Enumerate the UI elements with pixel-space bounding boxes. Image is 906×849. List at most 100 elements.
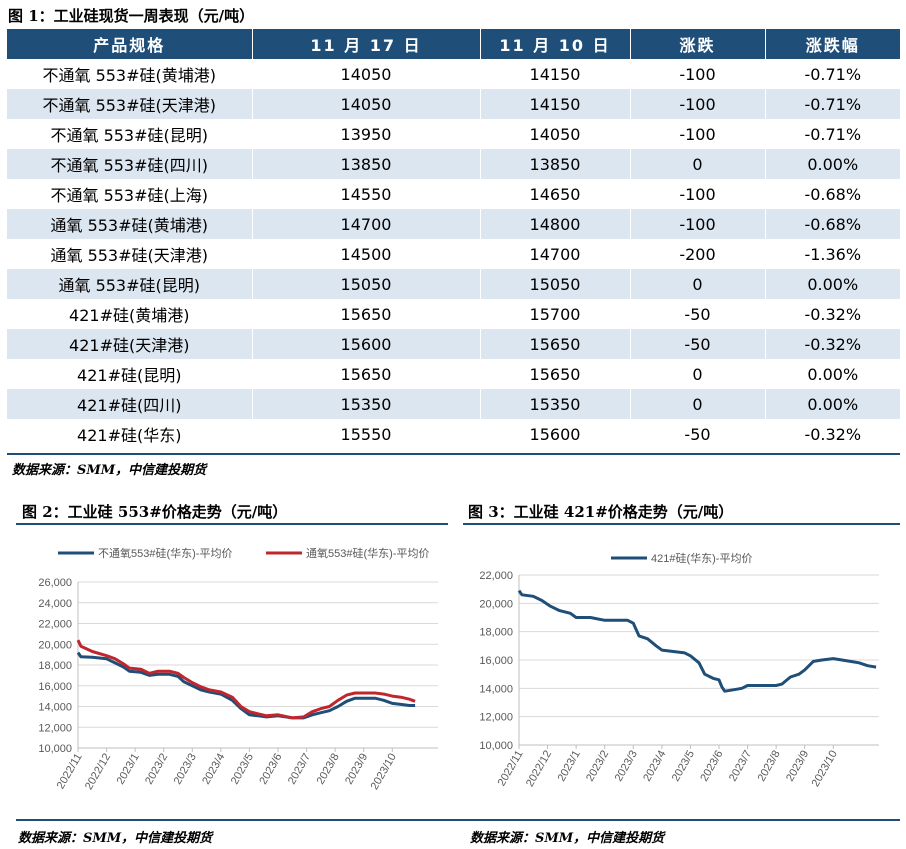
table-cell: 15600: [252, 329, 481, 359]
table-cell: -100: [630, 209, 766, 239]
table-header-cell: 涨跌: [630, 29, 766, 59]
table-cell: 15050: [480, 269, 631, 299]
x-tick-label: 2022/11: [55, 752, 85, 792]
table-cell: 0: [630, 269, 766, 299]
table-cell: -1.36%: [765, 239, 900, 269]
table-header-cell: 产品规格: [7, 29, 253, 59]
x-tick-label: 2023/2: [584, 749, 611, 784]
table-cell: -50: [630, 419, 766, 449]
table-cell: 421#硅(华东): [7, 419, 253, 449]
chart-553-price: 10,000 12,000 14,000 16,000 18,000 20,000 22,0…: [38, 546, 438, 792]
table-cell: -0.71%: [765, 59, 900, 89]
table-cell: 14700: [480, 239, 631, 269]
y-tick-label: 14,000: [38, 702, 72, 714]
table-cell: 15050: [252, 269, 481, 299]
table-cell: 13950: [252, 119, 481, 149]
series-line: [517, 589, 877, 693]
table-row: 421#硅(黄埔港) 15650 15700 -50 -0.32%: [7, 299, 900, 329]
table-cell: 14150: [480, 89, 631, 119]
x-tick-label: 2023/4: [641, 749, 668, 784]
table-cell: -0.71%: [765, 119, 900, 149]
y-tick-label: 12,000: [38, 722, 72, 734]
price-table: 产品规格 11 月 17 日 11 月 10 日涨跌 涨跌幅 不通氧 553#硅(黄埔…: [7, 29, 900, 449]
table-cell: 15550: [252, 419, 481, 449]
table-cell: 不通氧 553#硅(四川): [7, 149, 253, 179]
table-cell: -0.71%: [765, 89, 900, 119]
table-cell: -0.32%: [765, 419, 900, 449]
table-row: 不通氧 553#硅(黄埔港) 14050 14150 -100 -0.71%: [7, 59, 900, 89]
table-cell: 15650: [480, 329, 631, 359]
table-row: 不通氧 553#硅(昆明) 13950 14050 -100 -0.71%: [7, 119, 900, 149]
table-cell: 不通氧 553#硅(上海): [7, 179, 253, 209]
table-cell: 通氧 553#硅(昆明): [7, 269, 253, 299]
table-row: 通氧 553#硅(天津港) 14500 14700 -200 -1.36%: [7, 239, 900, 269]
x-tick-label: 2023/8: [756, 749, 783, 784]
table-row: 不通氧 553#硅(上海) 14550 14650 -100 -0.68%: [7, 179, 900, 209]
chart-421-price: 10,000 12,000 14,000 16,000 18,000 20,000 22,0…: [479, 551, 879, 789]
y-tick-label: 22,000: [38, 619, 72, 631]
table-bottom-rule: [7, 453, 900, 455]
table-cell: 15650: [480, 359, 631, 389]
table-cell: -50: [630, 329, 766, 359]
table-row: 421#硅(华东) 15550 15600 -50 -0.32%: [7, 419, 900, 449]
table-cell: 14550: [252, 179, 481, 209]
table-cell: 不通氧 553#硅(昆明): [7, 119, 253, 149]
table-cell: -0.32%: [765, 299, 900, 329]
table-cell: 15600: [480, 419, 631, 449]
table-cell: 15650: [252, 359, 481, 389]
fig1-source: 数据来源：SMM，中信建投期货: [12, 463, 207, 478]
table-cell: -100: [630, 89, 766, 119]
legend-label: 不通氧553#硅(华东)-平均价: [98, 546, 232, 560]
fig3-title-rule: [463, 523, 900, 525]
table-header-cell: 涨跌幅: [765, 29, 900, 59]
x-tick-label: 2023/9: [343, 752, 370, 787]
table-header-cell: 11 月 17 日: [252, 29, 481, 59]
y-tick-label: 10,000: [479, 740, 513, 752]
table-cell: 0: [630, 149, 766, 179]
table-cell: 14150: [480, 59, 631, 89]
table-cell: 0: [630, 359, 766, 389]
x-tick-label: 2023/5: [670, 749, 697, 784]
x-tick-label: 2022/11: [496, 749, 526, 789]
series-line: [76, 639, 416, 720]
fig1-title: 图 1：工业硅现货一周表现（元/吨）: [8, 7, 255, 25]
x-tick-label: 2023/2: [143, 752, 170, 787]
x-tick-label: 2022/12: [524, 749, 554, 789]
y-tick-label: 18,000: [38, 660, 72, 672]
table-cell: 0.00%: [765, 149, 900, 179]
x-tick-label: 2023/1: [556, 749, 583, 784]
x-tick-label: 2023/6: [257, 752, 284, 787]
table-row: 421#硅(天津港) 15600 15650 -50 -0.32%: [7, 329, 900, 359]
table-cell: 14050: [252, 89, 481, 119]
y-tick-label: 24,000: [38, 598, 72, 610]
x-tick-label: 2023/9: [784, 749, 811, 784]
x-tick-label: 2023/1: [115, 752, 142, 787]
table-cell: 14050: [480, 119, 631, 149]
y-tick-label: 22,000: [479, 570, 513, 582]
table-cell: -200: [630, 239, 766, 269]
table-cell: 421#硅(黄埔港): [7, 299, 253, 329]
table-cell: 14650: [480, 179, 631, 209]
table-cell: -0.68%: [765, 209, 900, 239]
table-cell: 通氧 553#硅(黄埔港): [7, 209, 253, 239]
table-cell: 15650: [252, 299, 481, 329]
table-header-cell: 11 月 10 日: [480, 29, 631, 59]
legend-label: 通氧553#硅(华东)-平均价: [306, 546, 429, 560]
table-cell: 0.00%: [765, 359, 900, 389]
table-row: 421#硅(昆明) 15650 15650 0 0.00%: [7, 359, 900, 389]
fig3-source: 数据来源：SMM，中信建投期货: [470, 831, 665, 846]
x-tick-label: 2023/3: [172, 752, 199, 787]
fig3-title: 图 3：工业硅 421#价格走势（元/吨）: [468, 503, 734, 521]
table-cell: 0: [630, 389, 766, 419]
x-tick-label: 2023/3: [613, 749, 640, 784]
y-tick-label: 20,000: [38, 639, 72, 651]
table-cell: 421#硅(天津港): [7, 329, 253, 359]
table-cell: 13850: [480, 149, 631, 179]
series-line: [76, 651, 416, 720]
table-cell: 不通氧 553#硅(天津港): [7, 89, 253, 119]
table-cell: 不通氧 553#硅(黄埔港): [7, 59, 253, 89]
y-tick-label: 16,000: [38, 681, 72, 693]
table-cell: 14050: [252, 59, 481, 89]
x-tick-label: 2023/10: [810, 749, 840, 789]
table-cell: -100: [630, 179, 766, 209]
